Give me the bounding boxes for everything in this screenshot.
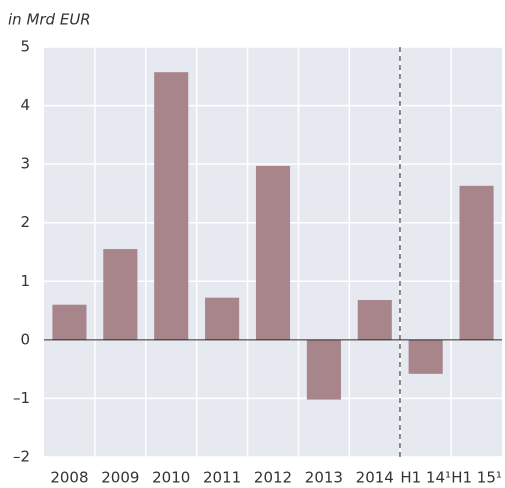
x-tick-label: 2008 — [50, 469, 88, 487]
y-tick-label: –1 — [13, 389, 30, 407]
y-tick-label: 3 — [20, 155, 30, 173]
y-tick-label: 1 — [20, 272, 30, 290]
x-tick-label: H1 14¹ — [400, 469, 451, 487]
bar — [357, 300, 392, 340]
x-tick-label: 2009 — [101, 469, 139, 487]
bar — [408, 339, 443, 374]
x-tick-label: H1 15¹ — [451, 469, 502, 487]
x-tick-label: 2013 — [305, 469, 343, 487]
bar — [205, 297, 240, 340]
bar — [52, 304, 87, 340]
marks — [52, 72, 494, 400]
y-tick-label: 2 — [20, 213, 30, 231]
bar — [103, 249, 138, 340]
y-tick-label: 4 — [20, 96, 30, 114]
bar — [255, 165, 291, 340]
x-tick-label: 2011 — [203, 469, 241, 487]
x-tick-label: 2014 — [356, 469, 394, 487]
x-tick-label: 2012 — [254, 469, 292, 487]
x-tick-label: 2010 — [152, 469, 190, 487]
y-axis-label: in Mrd EUR — [8, 11, 91, 29]
y-tick-label: 0 — [20, 330, 30, 348]
bar — [306, 339, 341, 400]
y-tick-label: –2 — [13, 448, 30, 466]
bar — [459, 185, 494, 340]
y-tick-label: 5 — [20, 38, 30, 56]
bar — [154, 72, 189, 340]
